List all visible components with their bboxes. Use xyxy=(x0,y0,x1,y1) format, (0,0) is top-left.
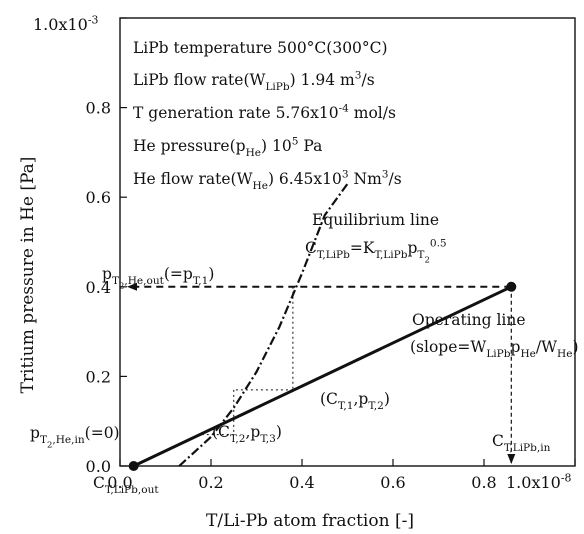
y-tick-label: 0.0 xyxy=(86,457,111,476)
equilibrium-line-label: Equilibrium line xyxy=(312,211,439,229)
conditions-text: LiPb temperature 500°C(300°C) LiPb flow r… xyxy=(133,39,402,192)
condition-he-flow: He flow rate(WHe) 6.45x103 Nm3/s xyxy=(133,168,402,191)
y-tick-label: 0.2 xyxy=(86,367,111,386)
annotations: Equilibrium line CT,LiPb=KT,LiPbpT20.5 pT2… xyxy=(30,211,579,496)
operating-line-label: Operating line xyxy=(412,311,526,329)
condition-temperature: LiPb temperature 500°C(300°C) xyxy=(133,39,388,57)
condition-he-pressure: He pressure(pHe) 105 Pa xyxy=(133,135,322,158)
operating-slope-label: (slope=WLiPbpHe/WHe) xyxy=(410,338,579,360)
condition-lipb-flow: LiPb flow rate(WLiPb) 1.94 m3/s xyxy=(133,69,375,92)
x-tick-label: 0.8 xyxy=(471,473,496,492)
operating-line xyxy=(133,285,512,468)
x-tick-label: 0.0 xyxy=(107,473,132,492)
outlet-concentration-label: CT,LiPb,out xyxy=(93,474,159,496)
operating-point-outlet xyxy=(128,461,139,471)
y-axis-label: Tritium pressure in He [Pa] xyxy=(18,157,38,394)
point-ct2-label: (CT,2,pT,3) xyxy=(212,423,282,445)
inlet-concentration-label: CT,LiPb,in xyxy=(492,432,551,454)
tick-labels: 0.00.0 0.2 0.2 0.4 0.4 0.6 0.6 0.8 0.8 1.0x10-8 1.… xyxy=(33,13,572,492)
x-tick-label: 0.4 xyxy=(289,473,314,492)
x-axis-label: T/Li-Pb atom fraction [-] xyxy=(206,511,414,531)
plot-frame xyxy=(119,17,576,467)
x-tick-label-max: 1.0x10-8 xyxy=(506,471,572,492)
axes xyxy=(119,17,576,467)
inlet-pressure-label: pT2,He,in(=0) xyxy=(30,424,120,451)
condition-t-generation: T generation rate 5.76x10-4 mol/s xyxy=(133,102,396,122)
point-ct1-label: (CT,1,pT,2) xyxy=(320,390,390,412)
equilibrium-formula: CT,LiPb=KT,LiPbpT20.5 xyxy=(305,237,447,265)
step-construction xyxy=(127,282,516,464)
operating-point-inlet xyxy=(506,281,517,292)
outlet-pressure-label: pT2,He,out(=pT,1) xyxy=(102,265,214,292)
y-tick-label: 0.6 xyxy=(86,188,111,207)
y-tick-label: 0.4 xyxy=(86,278,111,297)
y-tick-label-max: 1.0x10-3 xyxy=(33,13,99,34)
x-tick-label: 0.2 xyxy=(198,473,223,492)
x-tick-label: 0.6 xyxy=(380,473,405,492)
y-tick-label: 0.8 xyxy=(86,99,111,118)
series-lines xyxy=(128,183,517,471)
